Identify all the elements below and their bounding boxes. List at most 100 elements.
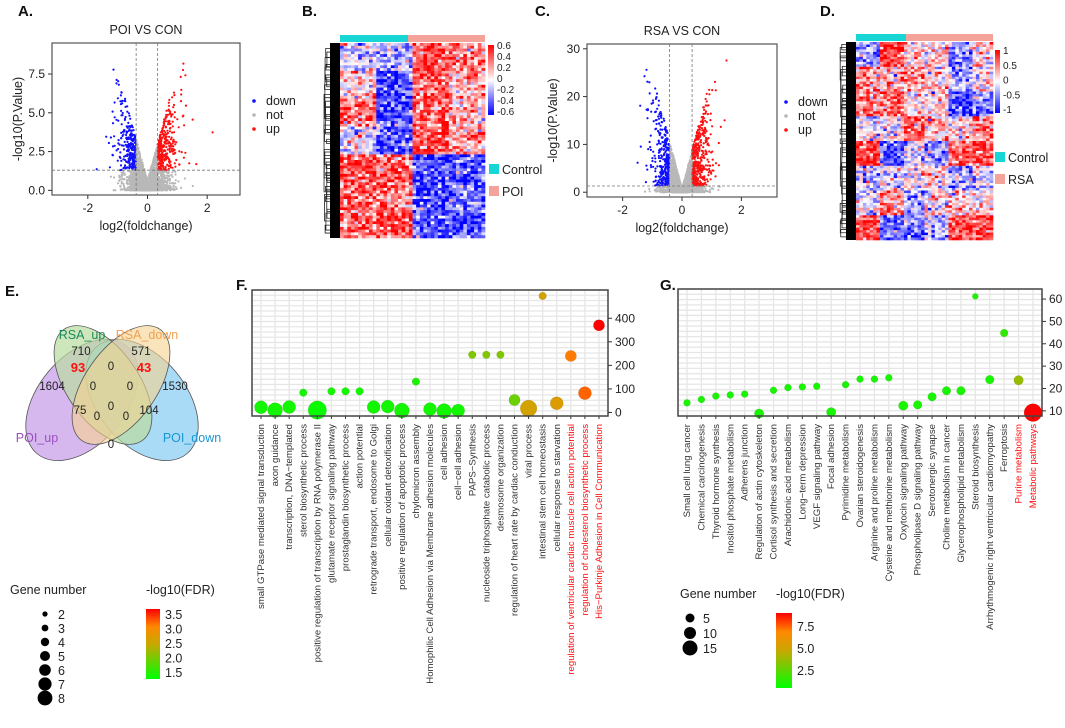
volcano-point-up	[171, 96, 174, 99]
heatmap-cell	[477, 151, 482, 155]
heatmap-cell	[401, 48, 406, 52]
heatmap-cell	[445, 185, 449, 189]
heatmap-cell	[434, 87, 439, 91]
heatmap-cell	[390, 93, 395, 97]
heatmap-cell	[452, 148, 457, 152]
heatmap-cell	[419, 115, 424, 119]
heatmap-cell	[427, 76, 431, 80]
heatmap-cell	[477, 123, 482, 127]
heatmap-cell	[419, 151, 424, 155]
heatmap-cell	[408, 160, 413, 164]
heatmap-cell	[459, 118, 464, 122]
heatmap-cell	[408, 201, 413, 205]
heatmap-cell	[365, 143, 370, 147]
heatmap-cell	[408, 95, 413, 99]
heatmap-cell	[376, 201, 381, 205]
heatmap-cell	[401, 104, 406, 108]
heatmap-cell	[379, 146, 384, 150]
heatmap-cell	[448, 115, 453, 119]
volcano-point-up	[169, 126, 172, 130]
heatmap-cell	[445, 70, 449, 74]
heatmap-cell	[474, 193, 478, 197]
heatmap-cell	[434, 134, 439, 138]
heatmap-cell	[394, 190, 399, 194]
heatmap-cell	[369, 73, 373, 77]
volcano-point-not	[135, 175, 138, 178]
volcano-point-down	[133, 165, 136, 168]
volcano-point-up	[181, 68, 185, 72]
heatmap-cell	[350, 84, 355, 88]
heatmap-cell	[459, 68, 464, 72]
heatmap-cell	[365, 95, 370, 99]
volcano-point-not	[174, 170, 177, 173]
heatmap-cell	[372, 126, 377, 130]
heatmap-cell	[350, 201, 355, 205]
volcano-point-up	[180, 93, 183, 96]
heatmap-cell	[405, 95, 410, 99]
heatmap-cell	[463, 190, 468, 194]
heatmap-cell	[405, 43, 410, 47]
heatmap-cell	[390, 101, 395, 105]
heatmap-cell	[445, 199, 449, 203]
heatmap-cell	[459, 79, 464, 83]
heatmap-cell	[481, 146, 486, 150]
heatmap-cell	[401, 109, 406, 113]
heatmap-cell	[343, 201, 348, 205]
heatmap-cell	[358, 98, 362, 102]
heatmap-cell	[390, 90, 395, 94]
heatmap-cell	[358, 59, 362, 63]
heatmap-cell	[358, 65, 362, 69]
heatmap-cell	[379, 157, 384, 161]
heatmap-cell	[387, 129, 391, 133]
heatmap-cell	[387, 187, 391, 191]
heatmap-cell	[408, 176, 413, 180]
volcano-point-not	[123, 178, 126, 181]
heatmap-cell	[354, 54, 359, 58]
heatmap-cell	[350, 65, 355, 69]
heatmap-cell	[343, 101, 348, 105]
heatmap-cell	[394, 104, 399, 108]
heatmap-cell	[376, 193, 381, 197]
heatmap-cell	[441, 148, 446, 152]
heatmap-cell	[448, 204, 453, 208]
heatmap-cell	[340, 162, 344, 166]
heatmap-cell	[445, 59, 449, 63]
heatmap-cell	[463, 104, 468, 108]
heatmap-cell	[387, 87, 391, 91]
heatmap-cell	[470, 87, 475, 91]
heatmap-cell	[448, 59, 453, 63]
heatmap-cell	[481, 62, 486, 66]
volcano-point-down	[113, 116, 116, 119]
volcano-point-down	[126, 110, 129, 113]
heatmap-cell	[445, 157, 449, 161]
heatmap-cell	[394, 171, 399, 175]
heatmap-cell	[394, 165, 399, 169]
heatmap-cell	[437, 95, 442, 99]
heatmap-cell	[419, 109, 424, 113]
heatmap-cell	[419, 95, 424, 99]
heatmap-cell	[372, 140, 377, 144]
heatmap-cell	[401, 43, 406, 47]
heatmap-cell	[340, 148, 344, 152]
heatmap-cell	[390, 165, 395, 169]
heatmap-cell	[430, 84, 435, 88]
heatmap-cell	[437, 134, 442, 138]
heatmap-cell	[376, 76, 381, 80]
heatmap-cell	[354, 185, 359, 189]
heatmap-cell	[427, 193, 431, 197]
heatmap-cell	[452, 54, 457, 58]
heatmap-cell	[340, 51, 344, 55]
heatmap-cell	[477, 140, 482, 144]
heatmap-cell	[383, 160, 388, 164]
heatmap-cell	[387, 54, 391, 58]
heatmap-cell	[434, 173, 439, 177]
heatmap-cell	[340, 196, 344, 200]
heatmap-cell	[456, 90, 460, 94]
volcano-point-down	[124, 167, 127, 170]
heatmap-cell	[470, 107, 475, 111]
volcano-point-not	[155, 163, 158, 166]
heatmap-cell	[452, 187, 457, 191]
heatmap-cell	[365, 154, 370, 158]
heatmap-cell	[354, 201, 359, 205]
heatmap-cell	[340, 146, 344, 150]
